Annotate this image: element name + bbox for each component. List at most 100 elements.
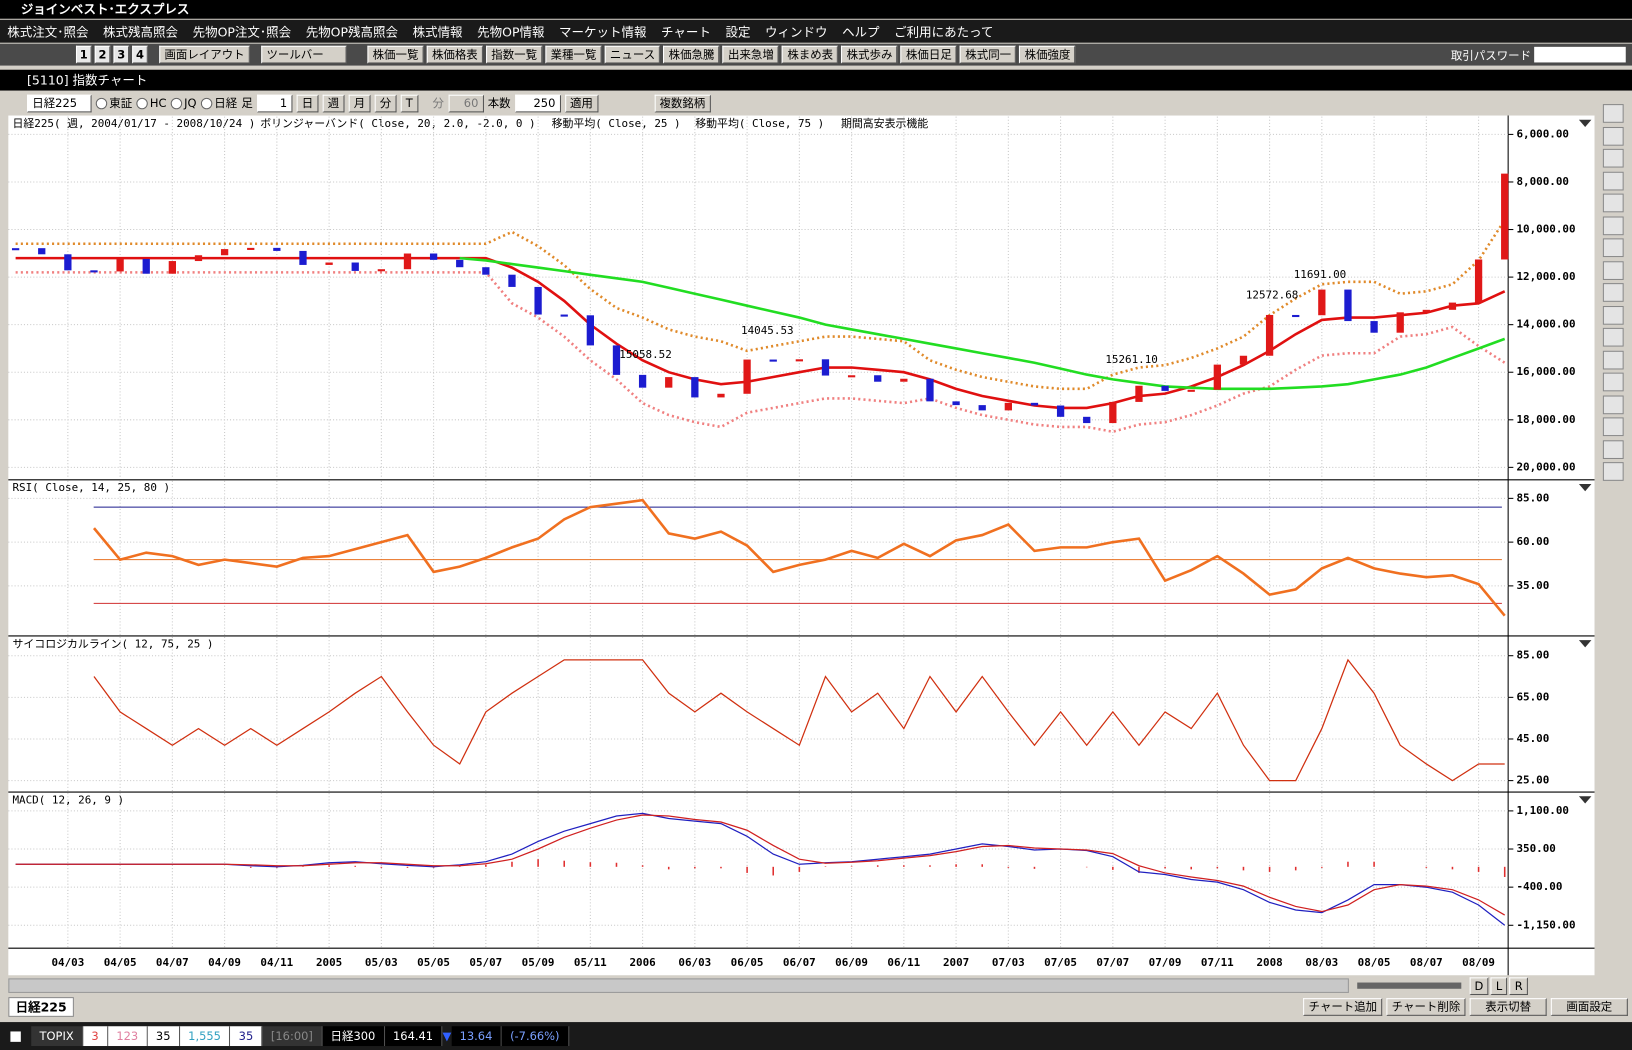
x-tick-label: 04/09	[208, 956, 241, 969]
chart-button[interactable]: チャート削除	[1386, 998, 1465, 1016]
candle	[1083, 417, 1090, 423]
y-tick-label: 35.00	[1516, 579, 1549, 592]
candle	[1188, 390, 1195, 392]
candle	[1501, 174, 1508, 260]
tab-bar: 日経225 チャート追加チャート削除表示切替画面設定	[0, 996, 1632, 1017]
candle	[743, 360, 750, 394]
candle	[1292, 315, 1299, 317]
y-tick-label: 85.00	[1516, 649, 1549, 662]
candle	[1475, 259, 1482, 302]
candle	[665, 377, 672, 388]
candle	[691, 377, 698, 397]
y-tick-label: 18,000.00	[1516, 413, 1575, 426]
candle	[587, 315, 594, 345]
y-tick-label: 6,000.00	[1516, 127, 1569, 140]
x-tick-label: 08/03	[1305, 956, 1338, 969]
status-item: (-7.66%)	[502, 1026, 569, 1046]
x-tick-label: 05/07	[469, 956, 502, 969]
candle	[822, 359, 829, 375]
y-tick-label: -400.00	[1516, 880, 1562, 893]
x-tick-label: 06/05	[731, 956, 764, 969]
candle	[1370, 321, 1377, 333]
candle	[926, 379, 933, 402]
candle	[247, 248, 254, 250]
scroll-button[interactable]: R	[1510, 977, 1528, 995]
candle	[1449, 303, 1456, 310]
candle	[1423, 310, 1430, 312]
indicator-label: 日経225( 週, 2004/01/17 - 2008/10/24 )	[12, 117, 255, 130]
candle	[639, 375, 646, 388]
candle	[874, 375, 881, 381]
scroll-button[interactable]: L	[1491, 977, 1508, 995]
candle	[378, 269, 385, 271]
y-tick-label: 25.00	[1516, 774, 1549, 787]
indicator-label: 移動平均( Close, 25 )	[552, 116, 681, 130]
status-item: 13.64	[451, 1026, 501, 1046]
x-tick-label: 2008	[1256, 956, 1282, 969]
x-tick-label: 08/09	[1462, 956, 1495, 969]
y-tick-label: -1,150.00	[1516, 918, 1575, 931]
candle	[430, 254, 437, 260]
y-tick-label: 12,000.00	[1516, 270, 1575, 283]
price-annotation: 15058.52	[619, 348, 672, 361]
price-annotation: 12572.68	[1246, 289, 1299, 302]
scroll-button[interactable]: D	[1469, 977, 1488, 995]
down-triangle: ▼	[442, 1026, 451, 1046]
candle	[1214, 365, 1221, 390]
x-tick-label: 05/03	[365, 956, 398, 969]
x-tick-label: 06/09	[835, 956, 868, 969]
status-item: 35	[148, 1026, 180, 1046]
candle	[221, 249, 228, 255]
candle	[482, 267, 489, 274]
x-tick-label: 04/07	[156, 956, 189, 969]
candle	[1135, 386, 1142, 402]
candle	[195, 255, 202, 261]
candle	[1031, 403, 1038, 406]
y-tick-label: 65.00	[1516, 690, 1549, 703]
x-tick-label: 08/07	[1410, 956, 1443, 969]
y-tick-label: 20,000.00	[1516, 460, 1575, 473]
chart-button[interactable]: チャート追加	[1303, 998, 1382, 1016]
status-item: 3	[83, 1026, 108, 1046]
scroll-track[interactable]	[8, 978, 1348, 993]
price-annotation: 14045.53	[741, 324, 794, 337]
candle	[770, 360, 777, 362]
x-tick-label: 07/07	[1096, 956, 1129, 969]
candle	[1344, 290, 1351, 321]
chart-button[interactable]: 表示切替	[1470, 998, 1547, 1016]
status-item: 123	[108, 1026, 148, 1046]
candle	[534, 287, 541, 315]
candle	[561, 315, 568, 317]
x-tick-label: 2005	[316, 956, 342, 969]
price-annotation: 15261.10	[1105, 353, 1158, 366]
x-tick-label: 04/03	[51, 956, 84, 969]
candle	[848, 375, 855, 377]
x-tick-label: 07/09	[1149, 956, 1182, 969]
chart-tab[interactable]: 日経225	[8, 997, 74, 1017]
chart-button[interactable]: 画面設定	[1551, 998, 1628, 1016]
x-tick-label: 2006	[629, 956, 655, 969]
candle	[90, 270, 97, 272]
x-tick-label: 04/05	[104, 956, 137, 969]
x-tick-label: 07/05	[1044, 956, 1077, 969]
y-tick-label: 8,000.00	[1516, 175, 1569, 188]
y-tick-label: 10,000.00	[1516, 223, 1575, 236]
candle	[952, 401, 959, 405]
scroll-bar: DLR	[8, 977, 1592, 994]
x-tick-label: 05/05	[417, 956, 450, 969]
candle	[1318, 290, 1325, 316]
y-tick-label: 350.00	[1516, 842, 1555, 855]
x-tick-label: 05/09	[522, 956, 555, 969]
y-tick-label: 16,000.00	[1516, 365, 1575, 378]
x-tick-label: 06/11	[887, 956, 920, 969]
candle	[1161, 386, 1168, 391]
candle	[1266, 315, 1273, 356]
panel-title: RSI( Close, 14, 25, 80 )	[12, 481, 170, 494]
candle	[900, 379, 907, 382]
status-bar: TOPIX3123351,55535[16:00]日経300164.41▼13.…	[0, 1022, 1632, 1050]
zoom-slider[interactable]	[1357, 983, 1461, 989]
y-tick-label: 14,000.00	[1516, 318, 1575, 331]
status-item: 日経300	[322, 1026, 384, 1046]
x-tick-label: 06/03	[678, 956, 711, 969]
